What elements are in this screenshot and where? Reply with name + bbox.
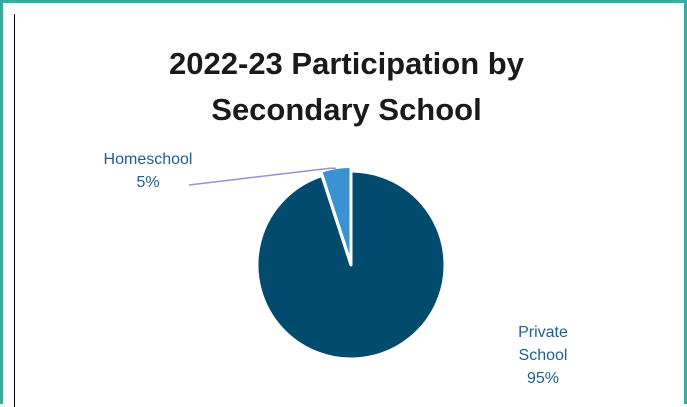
slice-label-homeschool-name: Homeschool	[103, 151, 193, 168]
slice-label-private-name-line-2: School	[518, 347, 568, 364]
slice-label-homeschool-value: 5%	[136, 174, 160, 191]
slice-label-private-name-line-1: Private	[518, 324, 568, 341]
slice-label-homeschool: Homeschool 5%	[73, 148, 223, 194]
pie-slice-private-school	[255, 169, 447, 361]
slice-label-private-school: Private School 95%	[493, 321, 593, 390]
frame-inner-line	[14, 14, 15, 407]
chart-title: 2022-23 Participation by Secondary Schoo…	[3, 41, 687, 133]
chart-title-line-2: Secondary School	[211, 92, 482, 127]
pie-chart	[188, 166, 447, 361]
chart-title-line-1: 2022-23 Participation by	[169, 46, 524, 81]
leader-line-homeschool	[188, 167, 336, 186]
pie-slice-homeschool	[320, 166, 352, 263]
slice-label-private-value: 95%	[526, 370, 560, 387]
